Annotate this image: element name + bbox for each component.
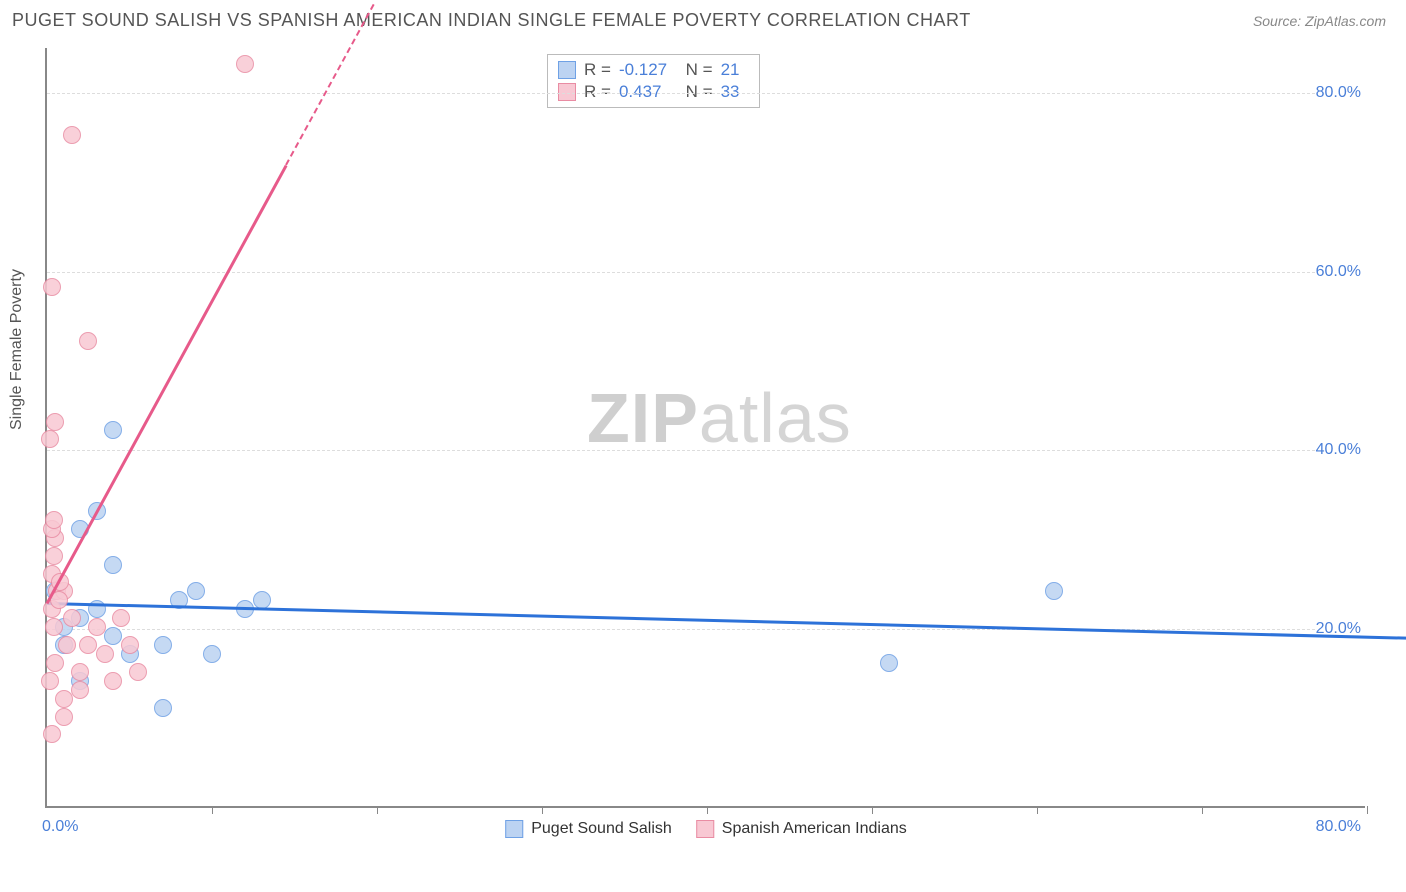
stats-n-value: 21 — [721, 60, 749, 80]
scatter-point — [187, 582, 205, 600]
scatter-point — [154, 636, 172, 654]
scatter-point — [45, 511, 63, 529]
trend-line — [46, 165, 288, 605]
legend-swatch — [696, 820, 714, 838]
chart-legend: Puget Sound Salish Spanish American India… — [505, 820, 907, 838]
trend-line — [47, 602, 1406, 641]
scatter-point — [41, 672, 59, 690]
x-tick — [1202, 806, 1203, 814]
x-tick — [1037, 806, 1038, 814]
y-axis-label: Single Female Poverty — [8, 269, 26, 430]
scatter-point — [104, 672, 122, 690]
legend-item: Puget Sound Salish — [505, 820, 672, 838]
x-tick — [542, 806, 543, 814]
x-tick — [872, 806, 873, 814]
x-axis-min-label: 0.0% — [42, 818, 78, 836]
source-attribution: Source: ZipAtlas.com — [1253, 13, 1386, 29]
scatter-point — [112, 609, 130, 627]
legend-label: Puget Sound Salish — [531, 820, 672, 838]
scatter-point — [96, 645, 114, 663]
scatter-point — [121, 636, 139, 654]
scatter-point — [71, 681, 89, 699]
scatter-point — [71, 663, 89, 681]
scatter-point — [203, 645, 221, 663]
scatter-point — [88, 618, 106, 636]
scatter-point — [79, 636, 97, 654]
stats-n-label: N = — [681, 60, 713, 80]
x-axis-max-label: 80.0% — [1316, 818, 1361, 836]
x-tick — [1367, 806, 1368, 814]
scatter-point — [63, 609, 81, 627]
scatter-point — [43, 725, 61, 743]
scatter-point — [55, 690, 73, 708]
scatter-point — [104, 556, 122, 574]
y-tick-label: 60.0% — [1316, 263, 1367, 281]
x-tick — [377, 806, 378, 814]
series-swatch — [558, 61, 576, 79]
stats-r-value: -0.127 — [619, 60, 673, 80]
scatter-point — [41, 430, 59, 448]
scatter-point — [104, 421, 122, 439]
scatter-point — [46, 413, 64, 431]
legend-item: Spanish American Indians — [696, 820, 907, 838]
watermark-bold: ZIP — [587, 379, 699, 457]
chart-container: ZIPatlas R =-0.127 N =21R =0.437 N =33 0… — [45, 48, 1390, 808]
gridline — [47, 93, 1365, 94]
scatter-point — [129, 663, 147, 681]
scatter-point — [55, 708, 73, 726]
scatter-point — [45, 618, 63, 636]
y-tick-label: 80.0% — [1316, 84, 1367, 102]
watermark: ZIPatlas — [587, 378, 852, 458]
legend-label: Spanish American Indians — [722, 820, 907, 838]
y-tick-label: 40.0% — [1316, 441, 1367, 459]
scatter-point — [46, 654, 64, 672]
legend-swatch — [505, 820, 523, 838]
scatter-point — [45, 547, 63, 565]
scatter-point — [43, 278, 61, 296]
x-tick — [212, 806, 213, 814]
x-tick — [707, 806, 708, 814]
chart-title: PUGET SOUND SALISH VS SPANISH AMERICAN I… — [12, 10, 971, 31]
correlation-stats-box: R =-0.127 N =21R =0.437 N =33 — [547, 54, 760, 108]
scatter-point — [880, 654, 898, 672]
gridline — [47, 272, 1365, 273]
scatter-point — [236, 55, 254, 73]
gridline — [47, 450, 1365, 451]
scatter-point — [63, 126, 81, 144]
scatter-point — [104, 627, 122, 645]
watermark-light: atlas — [699, 379, 852, 457]
plot-area: ZIPatlas R =-0.127 N =21R =0.437 N =33 0… — [45, 48, 1365, 808]
scatter-point — [79, 332, 97, 350]
stats-r-label: R = — [584, 60, 611, 80]
stats-row: R = -0.127 N = 21 — [558, 59, 749, 81]
scatter-point — [1045, 582, 1063, 600]
scatter-point — [58, 636, 76, 654]
scatter-point — [154, 699, 172, 717]
